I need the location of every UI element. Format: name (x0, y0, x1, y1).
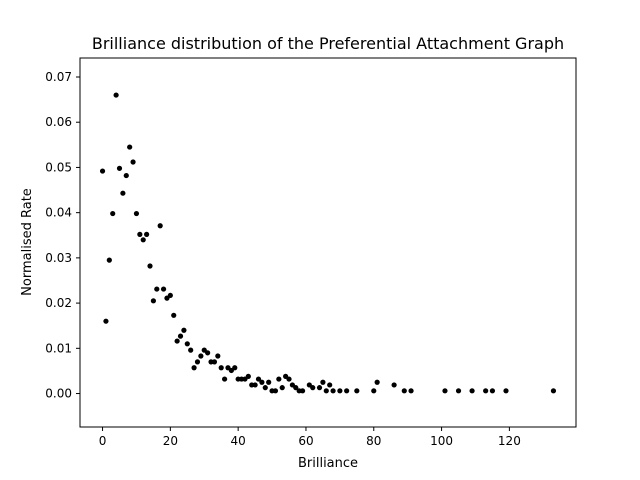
data-point (323, 388, 329, 394)
data-point (259, 379, 265, 385)
data-point (408, 388, 414, 394)
data-point (316, 385, 323, 391)
data-point (137, 231, 143, 237)
data-point (120, 190, 126, 196)
data-point (222, 376, 228, 382)
x-tick-label: 20 (163, 434, 178, 448)
data-point (157, 223, 163, 229)
data-point (327, 382, 333, 388)
x-axis-label: Brilliance (298, 456, 358, 471)
data-point (167, 292, 173, 299)
data-point (154, 286, 160, 292)
data-point (391, 382, 397, 388)
data-point (337, 388, 343, 394)
data-point (252, 382, 258, 388)
data-point (177, 333, 184, 339)
data-point (194, 359, 201, 365)
data-point (110, 210, 116, 217)
data-point (184, 341, 190, 347)
data-point (503, 388, 509, 394)
data-point (188, 347, 194, 353)
x-tick-label: 100 (430, 434, 453, 448)
data-point (354, 388, 360, 394)
data-point (272, 388, 279, 394)
data-point (489, 388, 496, 394)
y-axis-label: Normalised Rate (20, 188, 35, 296)
y-tick-label: 0.04 (45, 206, 72, 220)
data-point (245, 373, 251, 379)
data-point (133, 210, 140, 217)
plot-area (79, 57, 577, 428)
data-point (127, 144, 133, 150)
data-point (171, 312, 177, 318)
data-point (374, 379, 380, 385)
data-point (255, 376, 262, 382)
data-point (371, 388, 377, 394)
x-tick-label: 80 (366, 434, 381, 448)
axes-frame (79, 57, 577, 428)
data-point (293, 385, 299, 391)
data-point (286, 376, 292, 382)
y-axis-ticks: 0.00 0.01 0.02 0.03 0.04 0.05 0.06 0.07 (45, 70, 80, 401)
data-point (320, 379, 326, 385)
data-point (299, 388, 306, 394)
data-point (401, 388, 407, 394)
data-point (150, 298, 156, 304)
y-tick-label: 0.07 (45, 70, 72, 84)
x-tick-label: 40 (231, 434, 246, 448)
data-point (215, 353, 221, 359)
plot-background (80, 58, 576, 427)
data-point (103, 318, 109, 324)
y-tick-label: 0.05 (45, 160, 72, 174)
data-point (160, 286, 167, 292)
y-tick-label: 0.00 (45, 387, 72, 401)
data-point (550, 388, 557, 394)
data-point (106, 257, 112, 263)
data-point (279, 385, 285, 391)
data-point (140, 237, 146, 243)
data-point (205, 350, 211, 356)
data-point (123, 172, 129, 179)
data-point (144, 231, 150, 237)
data-point (469, 388, 475, 394)
data-point (113, 92, 119, 98)
data-point (99, 168, 106, 174)
y-tick-label: 0.02 (45, 296, 72, 310)
data-point (130, 159, 136, 165)
data-point (181, 327, 187, 333)
x-axis-ticks: 0 20 40 60 80 100 120 (99, 427, 521, 448)
x-tick-label: 60 (298, 434, 313, 448)
chart-title: Brilliance distribution of the Preferent… (92, 34, 564, 53)
data-point (276, 376, 282, 382)
data-point (211, 359, 218, 365)
data-point (262, 385, 268, 391)
x-tick-label: 120 (498, 434, 521, 448)
data-point (232, 365, 238, 371)
data-point (330, 388, 336, 394)
data-point (455, 388, 462, 394)
data-point (344, 388, 350, 394)
y-tick-label: 0.01 (45, 341, 72, 355)
data-point (483, 388, 489, 394)
y-tick-label: 0.03 (45, 251, 72, 265)
data-points (99, 92, 557, 394)
data-point (116, 165, 123, 171)
data-point (147, 263, 153, 269)
data-point (218, 365, 224, 371)
data-point (310, 385, 316, 391)
data-point (266, 379, 272, 385)
data-point (191, 365, 197, 371)
x-tick-label: 0 (99, 434, 107, 448)
data-point (174, 338, 180, 344)
y-tick-label: 0.06 (45, 115, 72, 129)
data-point (442, 388, 448, 394)
data-point (198, 353, 204, 359)
